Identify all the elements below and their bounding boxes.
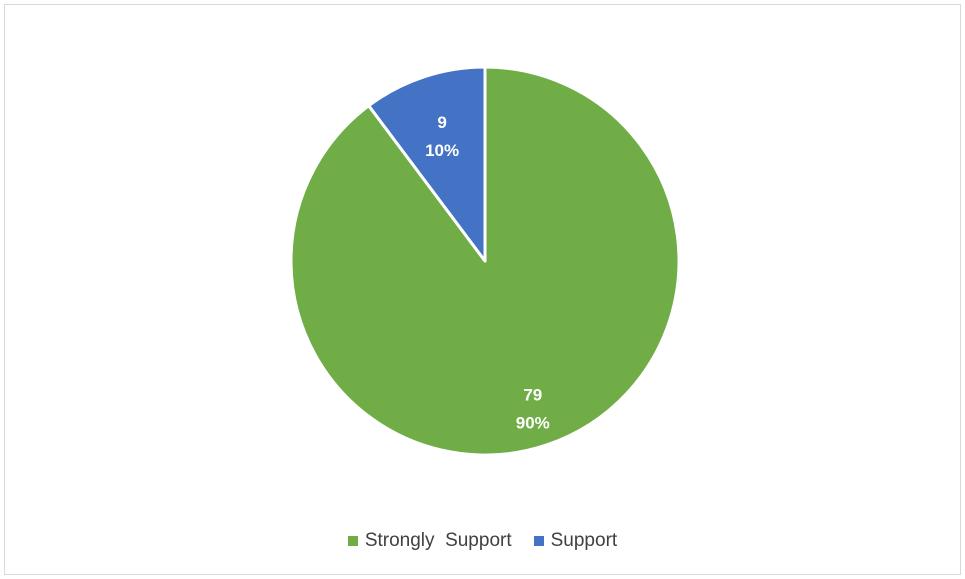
legend: Strongly Support Support	[0, 530, 965, 552]
legend-swatch-strongly-support	[347, 536, 358, 546]
pie-slice-support	[367, 65, 487, 263]
legend-label-strongly-support: Strongly Support	[364, 530, 512, 551]
legend-item-support: Support	[533, 530, 618, 552]
data-label-percent-strongly-support: 90%	[516, 414, 550, 433]
legend-label-support: Support	[550, 530, 618, 551]
data-label-value-strongly-support: 79	[523, 386, 542, 405]
legend-swatch-support	[533, 536, 544, 546]
data-label-percent-support: 10%	[425, 141, 459, 160]
legend-item-strongly-support: Strongly Support	[347, 530, 512, 552]
data-label-value-support: 9	[437, 113, 446, 132]
